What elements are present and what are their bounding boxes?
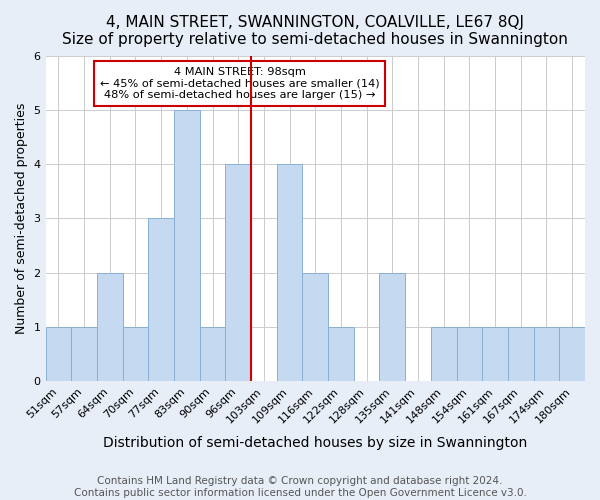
Bar xyxy=(431,327,457,381)
X-axis label: Distribution of semi-detached houses by size in Swannington: Distribution of semi-detached houses by … xyxy=(103,436,527,450)
Bar xyxy=(508,327,533,381)
Text: Contains HM Land Registry data © Crown copyright and database right 2024.
Contai: Contains HM Land Registry data © Crown c… xyxy=(74,476,526,498)
Bar xyxy=(533,327,559,381)
Bar xyxy=(122,327,148,381)
Bar xyxy=(97,272,122,381)
Bar xyxy=(277,164,302,381)
Y-axis label: Number of semi-detached properties: Number of semi-detached properties xyxy=(15,102,28,334)
Bar xyxy=(559,327,585,381)
Bar xyxy=(71,327,97,381)
Title: 4, MAIN STREET, SWANNINGTON, COALVILLE, LE67 8QJ
Size of property relative to se: 4, MAIN STREET, SWANNINGTON, COALVILLE, … xyxy=(62,15,568,48)
Bar xyxy=(148,218,174,381)
Bar xyxy=(302,272,328,381)
Bar xyxy=(328,327,354,381)
Bar xyxy=(174,110,200,381)
Bar xyxy=(379,272,405,381)
Text: 4 MAIN STREET: 98sqm
← 45% of semi-detached houses are smaller (14)
48% of semi-: 4 MAIN STREET: 98sqm ← 45% of semi-detac… xyxy=(100,67,380,100)
Bar xyxy=(457,327,482,381)
Bar xyxy=(200,327,226,381)
Bar xyxy=(226,164,251,381)
Bar xyxy=(46,327,71,381)
Bar xyxy=(482,327,508,381)
